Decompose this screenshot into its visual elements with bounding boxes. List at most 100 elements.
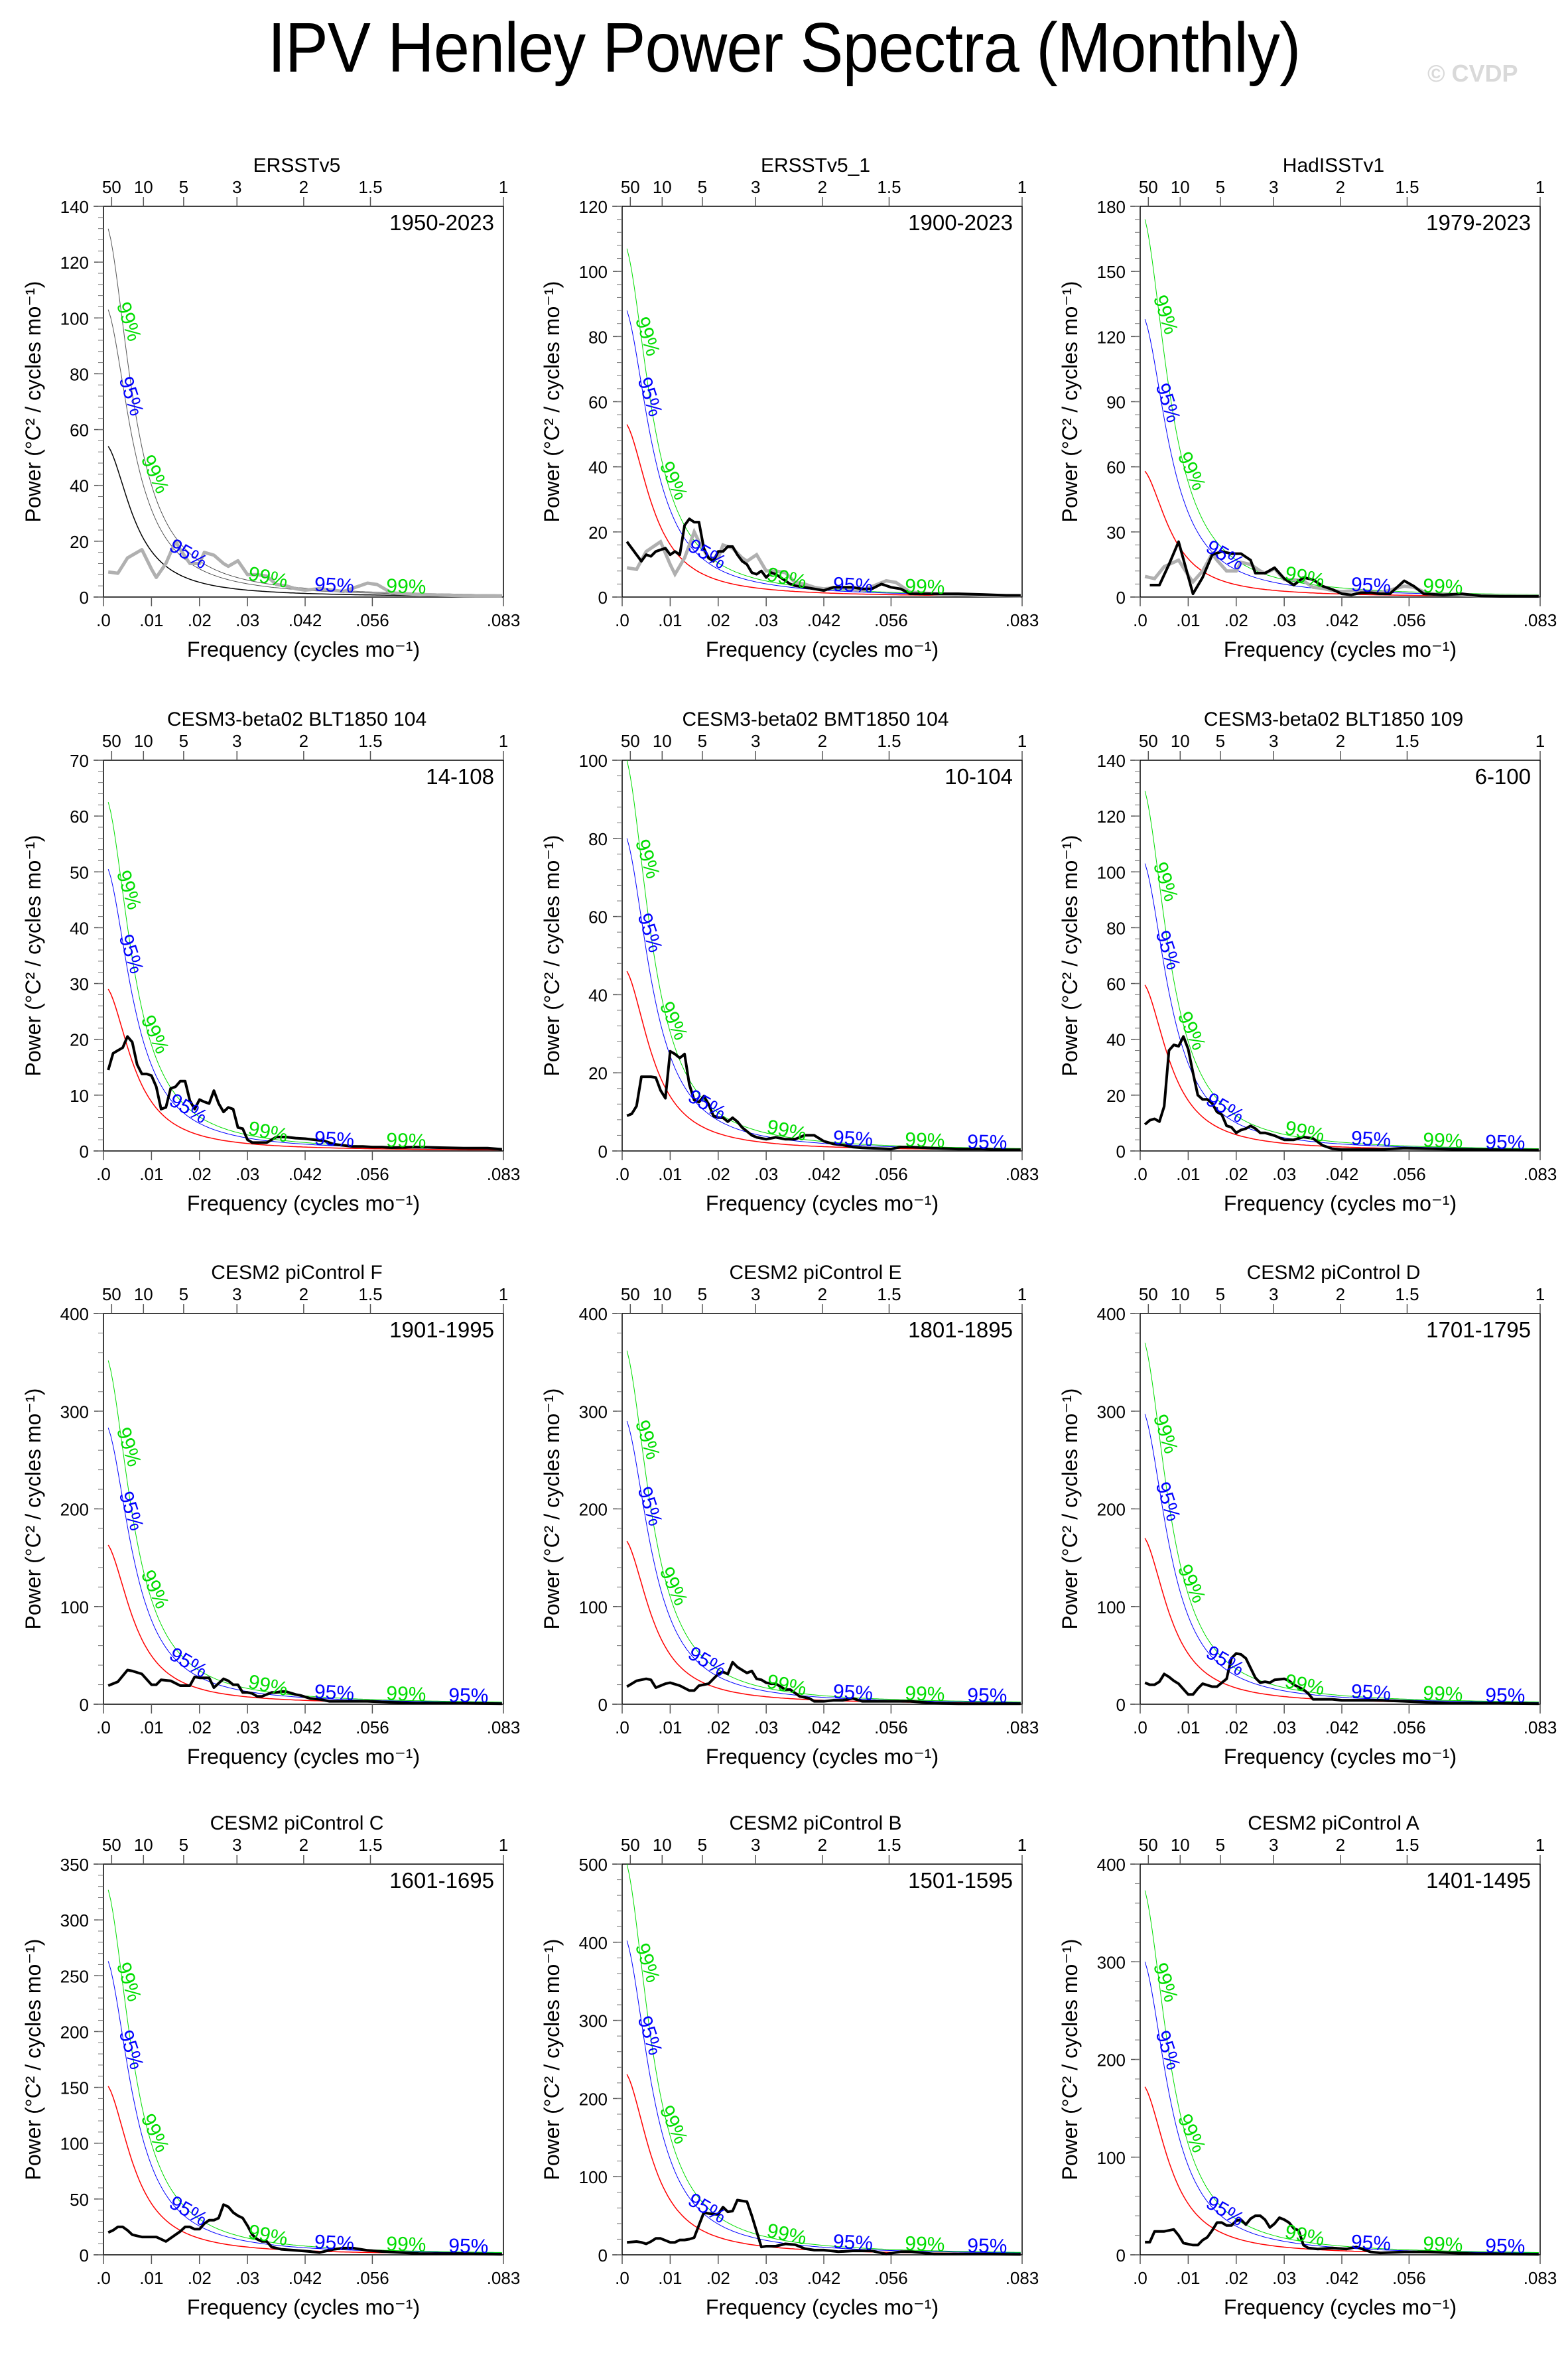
top-period-label: 1: [1535, 731, 1545, 751]
top-period-label: 10: [1171, 177, 1190, 197]
ci99-label: 99%: [1283, 1670, 1327, 1700]
top-period-label: 5: [179, 731, 188, 751]
y-tick-label: 200: [1097, 1500, 1126, 1520]
x-tick-label: .02: [188, 2268, 212, 2288]
x-tick-label: .0: [1133, 1164, 1147, 1184]
top-period-label: 1: [499, 1835, 508, 1855]
ci95-label: 95%: [633, 2013, 667, 2058]
y-tick-label: 200: [60, 1500, 89, 1520]
top-period-label: 50: [102, 1284, 121, 1304]
y-tick-label: 20: [70, 1030, 89, 1050]
ci99-label: 99%: [1173, 2111, 1210, 2156]
x-tick-label: .02: [188, 1164, 212, 1184]
y-tick-label: 60: [1106, 975, 1126, 994]
y-tick-label: 40: [70, 476, 89, 496]
ci95-label: 95%: [448, 1684, 489, 1707]
ci99-line: [107, 1360, 502, 1703]
top-period-label: 5: [698, 731, 707, 751]
ci95-label: 95%: [115, 374, 148, 419]
y-tick-label: 30: [70, 975, 89, 994]
ci99-label: 99%: [246, 563, 290, 592]
ci99-line: [1144, 791, 1539, 1149]
top-period-label: 3: [751, 177, 760, 197]
spectrum-panel: ERSSTv5 1950-2023 0 20 40 60 80 100 120 140 .0 .01.…: [21, 155, 520, 661]
y-tick-label: 150: [60, 2078, 89, 2098]
spectrum-line: [1145, 2214, 1539, 2256]
ci99-line: [107, 1889, 502, 2253]
x-tick-label: .0: [615, 2268, 629, 2288]
top-period-label: 5: [698, 1284, 707, 1304]
top-period-label: 1.5: [358, 731, 382, 751]
y-tick-label: 100: [60, 1597, 89, 1617]
top-period-label: 10: [134, 1284, 153, 1304]
top-period-label: 1: [499, 1284, 508, 1304]
y-tick-label: 200: [60, 2022, 89, 2042]
ci99-label: 99%: [246, 1671, 290, 1701]
y-tick-label: 120: [1097, 807, 1126, 827]
x-tick-label: .083: [1524, 2268, 1557, 2288]
top-period-label: 1.5: [358, 177, 382, 197]
top-period-label: 3: [1269, 1284, 1278, 1304]
x-tick-label: .01: [1176, 2268, 1200, 2288]
x-tick-label: .042: [289, 1717, 322, 1737]
panel-title: ERSSTv5: [253, 155, 341, 176]
top-period-label: 5: [179, 1284, 188, 1304]
top-period-label: 2: [299, 1835, 308, 1855]
ci99-label: 99%: [655, 998, 692, 1043]
top-period-label: 50: [1139, 1284, 1158, 1304]
year-range-label: 1601-1695: [389, 1868, 494, 1893]
top-period-label: 10: [1171, 731, 1190, 751]
x-tick-label: .056: [874, 2268, 908, 2288]
plot-frame: [1140, 1313, 1541, 1705]
ci99-label: 99%: [112, 299, 145, 344]
plot-frame: [103, 1863, 504, 2255]
top-period-label: 5: [1216, 731, 1225, 751]
y-axis-label: Power (°C² / cycles mo⁻¹): [1058, 835, 1082, 1077]
x-tick-label: .083: [1006, 1164, 1039, 1184]
top-period-label: 1.5: [1395, 177, 1419, 197]
red-noise-line: [1144, 984, 1539, 1151]
x-tick-label: .02: [706, 610, 730, 630]
y-tick-label: 0: [80, 1142, 89, 1162]
top-period-label: 5: [1216, 1284, 1225, 1304]
spectrum-line: [1143, 1035, 1539, 1152]
x-tick-label: .083: [1006, 610, 1039, 630]
spectrum-line: [1149, 540, 1539, 598]
x-axis-label: Frequency (cycles mo⁻¹): [1224, 638, 1457, 661]
y-axis-label: Power (°C² / cycles mo⁻¹): [21, 281, 45, 523]
ci95-line: [107, 1961, 502, 2254]
top-period-label: 10: [134, 731, 153, 751]
y-tick-label: 50: [70, 2190, 89, 2210]
red-noise-line: [107, 2086, 502, 2255]
y-tick-label: 80: [588, 829, 608, 849]
ci95-label: 95%: [1350, 2231, 1392, 2255]
ci99-label: 99%: [655, 2102, 692, 2147]
top-period-label: 1.5: [1395, 731, 1419, 751]
y-tick-label: 500: [579, 1855, 608, 1875]
y-tick-label: 100: [579, 1597, 608, 1617]
y-tick-label: 60: [588, 393, 608, 413]
top-period-label: 10: [1171, 1284, 1190, 1304]
ci99-label: 99%: [905, 1129, 945, 1152]
ci95-label: 95%: [166, 535, 212, 574]
ci99-label: 99%: [1283, 1117, 1327, 1147]
y-tick-label: 300: [60, 1402, 89, 1422]
ci95-label: 95%: [633, 910, 667, 955]
ci95-label: 95%: [832, 1127, 874, 1151]
ci99-label: 99%: [112, 868, 145, 912]
y-tick-label: 100: [579, 262, 608, 282]
top-period-label: 50: [621, 177, 640, 197]
ci95-label: 95%: [832, 2231, 874, 2255]
top-period-label: 3: [751, 1835, 760, 1855]
y-tick-label: 0: [1116, 588, 1126, 608]
y-tick-label: 0: [1116, 1142, 1126, 1162]
x-tick-label: .056: [1392, 1717, 1426, 1737]
y-tick-label: 120: [1097, 327, 1126, 347]
x-tick-label: .03: [754, 1717, 778, 1737]
red-noise-line: [107, 988, 502, 1151]
x-tick-label: .0: [615, 1164, 629, 1184]
top-period-label: 3: [232, 177, 241, 197]
x-tick-label: .03: [1272, 1164, 1296, 1184]
ci95-label: 95%: [115, 931, 148, 976]
spectrum-panel: CESM2 piControl A 1401-1495 0 100 200 300 400.…: [1058, 1812, 1557, 2319]
